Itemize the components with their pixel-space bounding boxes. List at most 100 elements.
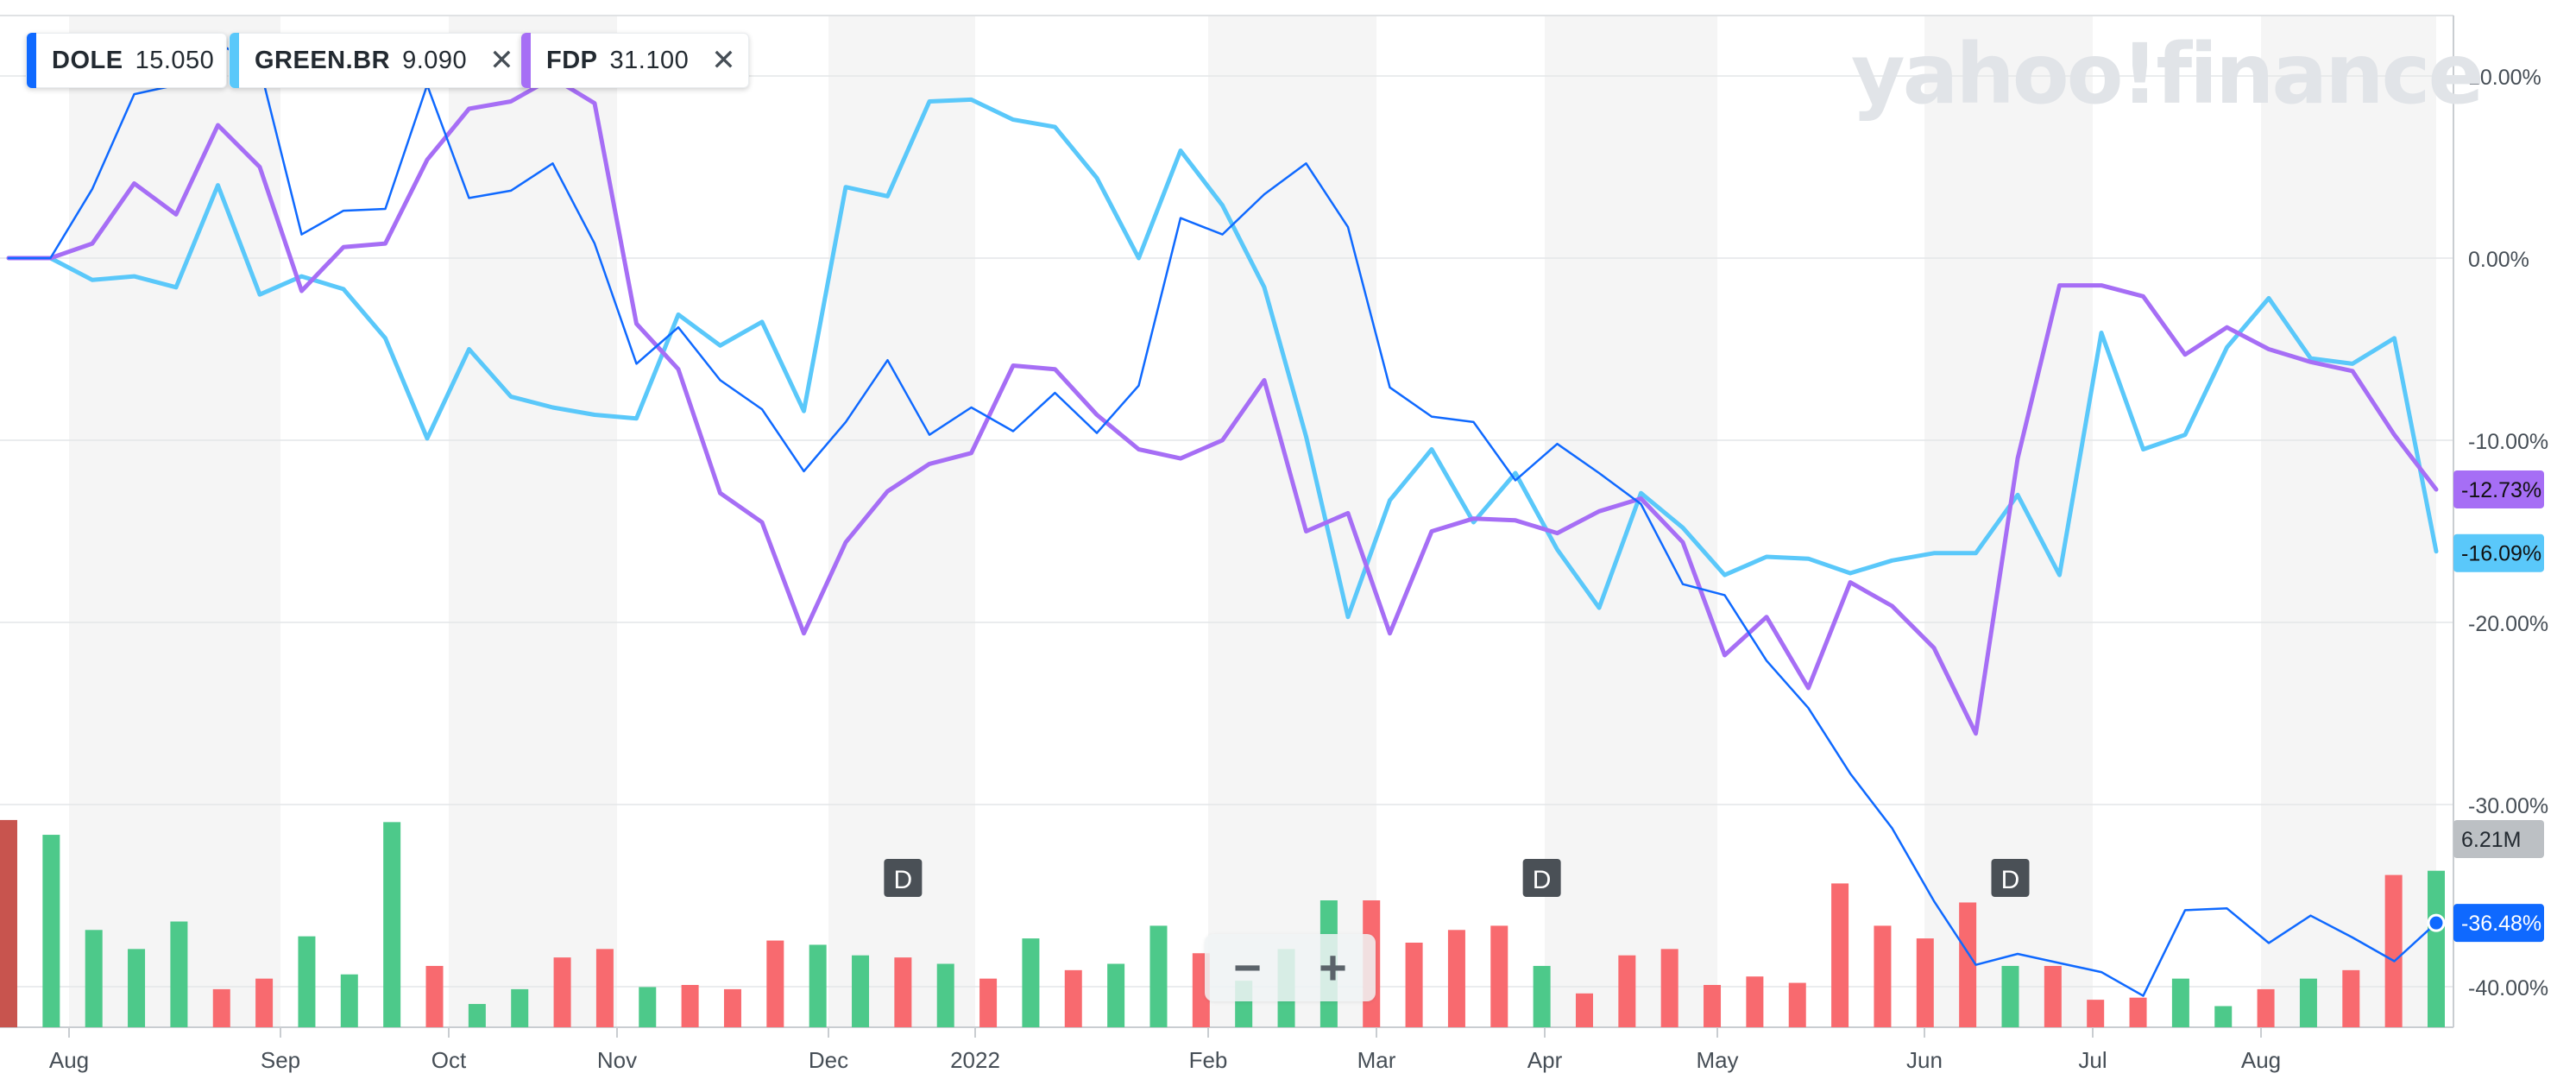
volume-bar (128, 949, 146, 1027)
volume-bar (1704, 985, 1722, 1027)
volume-bar (425, 965, 444, 1027)
volume-bar (2044, 965, 2062, 1027)
x-tick-label: Dec (809, 1047, 848, 1073)
legend-fdp[interactable]: FDP 31.100 ✕ (520, 33, 749, 88)
x-tick-label: May (1696, 1047, 1738, 1073)
volume-bar (2384, 874, 2403, 1027)
volume-bar (255, 978, 274, 1027)
volume-bar (2342, 969, 2360, 1027)
volume-bar (1618, 955, 1636, 1027)
legend-swatch-fdp (521, 33, 531, 88)
volume-bar (894, 957, 912, 1027)
legend-price: 31.100 (609, 46, 690, 74)
month-band (69, 16, 280, 1027)
legend-green-br[interactable]: GREEN.BR 9.090 ✕ (229, 33, 527, 88)
x-tick-label: Aug (2241, 1047, 2281, 1073)
volume-bar (1490, 925, 1508, 1027)
legend-dole[interactable]: DOLE 15.050 (26, 33, 228, 88)
volume-bar (2001, 965, 2019, 1027)
month-band (1208, 16, 1376, 1027)
y-tick-label: 0.00% (2468, 248, 2529, 272)
x-tick-label: Sep (261, 1047, 300, 1073)
volume-bar (2214, 1006, 2233, 1027)
volume-bar (1405, 943, 1423, 1027)
volume-bar (1107, 963, 1125, 1027)
yahoo-finance-watermark: yahoo!finance (1851, 26, 2485, 123)
x-tick-label: Nov (597, 1047, 637, 1073)
end-label-fdp: -12.73% (2461, 478, 2541, 502)
x-tick-label: Jun (1906, 1047, 1943, 1073)
zoom-controls: − + (1205, 934, 1376, 1001)
volume-bar (511, 988, 529, 1027)
y-tick-label: -10.00% (2468, 430, 2548, 454)
volume-bar (2129, 997, 2147, 1027)
volume-bar (1916, 938, 1934, 1027)
volume-bar (1788, 982, 1806, 1027)
x-tick-label: 2022 (950, 1047, 1000, 1073)
zoom-in-button[interactable]: + (1319, 940, 1347, 994)
volume-bar (852, 955, 870, 1027)
volume-bar (2299, 978, 2317, 1027)
volume-bar (383, 822, 401, 1027)
volume-bar (2171, 978, 2189, 1027)
close-icon[interactable]: ✕ (489, 44, 514, 77)
dividend-marker-label: D (894, 866, 913, 894)
volume-bar (212, 988, 230, 1027)
end-label-fdp-bg (2453, 470, 2544, 508)
volume-bar (42, 835, 60, 1027)
volume-bar (298, 936, 316, 1027)
legend-swatch-green-br (230, 33, 239, 88)
volume-bar (1959, 902, 1977, 1027)
dividend-marker-label: D (1533, 866, 1552, 894)
volume-bar (1831, 883, 1849, 1027)
volume-bar (979, 978, 998, 1027)
volume-bar (170, 921, 188, 1027)
volume-last-label-bg (2453, 820, 2544, 858)
series-line-dole (7, 41, 2438, 997)
volume-bar (85, 930, 103, 1027)
zoom-out-button[interactable]: − (1233, 940, 1262, 994)
volume-bar (1149, 925, 1168, 1027)
end-label-dole: -36.48% (2461, 912, 2541, 936)
volume-bar (2257, 988, 2275, 1027)
volume-bar (1022, 938, 1040, 1027)
volume-bar (681, 985, 699, 1027)
legend-symbol: FDP (546, 46, 598, 74)
x-tick-label: Feb (1189, 1047, 1228, 1073)
dividend-marker (1991, 859, 2030, 897)
volume-bar (553, 957, 571, 1027)
volume-bar (809, 944, 827, 1027)
volume-bar (1874, 925, 1892, 1027)
volume-bar (936, 963, 954, 1027)
volume-bar (1447, 930, 1465, 1027)
legend-price: 15.050 (135, 46, 215, 74)
month-band (2261, 16, 2436, 1027)
y-tick-label: 10.00% (2468, 66, 2541, 90)
end-label-dole-bg (2453, 904, 2544, 943)
legend-symbol: GREEN.BR (255, 46, 391, 74)
volume-bar (766, 940, 784, 1027)
legend-swatch-dole (27, 33, 36, 88)
close-icon[interactable]: ✕ (711, 44, 736, 77)
legend-price: 9.090 (402, 46, 468, 74)
y-tick-label: -40.00% (2468, 976, 2548, 1000)
month-band (449, 16, 617, 1027)
volume-bar (0, 819, 17, 1027)
x-tick-label: Aug (49, 1047, 89, 1073)
legend-symbol: DOLE (52, 46, 123, 74)
volume-bar (723, 988, 741, 1027)
volume-bar (1575, 993, 1593, 1027)
volume-bar (1746, 976, 1764, 1027)
end-label-green-br-bg (2453, 533, 2544, 572)
dividend-marker (1522, 859, 1561, 897)
month-band (828, 16, 975, 1027)
series-line-green-br (6, 97, 2439, 620)
y-tick-label: -30.00% (2468, 794, 2548, 818)
volume-bar (639, 987, 657, 1027)
y-tick-label: -20.00% (2468, 612, 2548, 636)
volume-bar (1533, 965, 1551, 1027)
x-tick-label: Oct (431, 1047, 467, 1073)
volume-last-label: 6.21M (2461, 828, 2521, 852)
volume-bar (1064, 969, 1082, 1027)
volume-bar (2087, 1000, 2105, 1027)
